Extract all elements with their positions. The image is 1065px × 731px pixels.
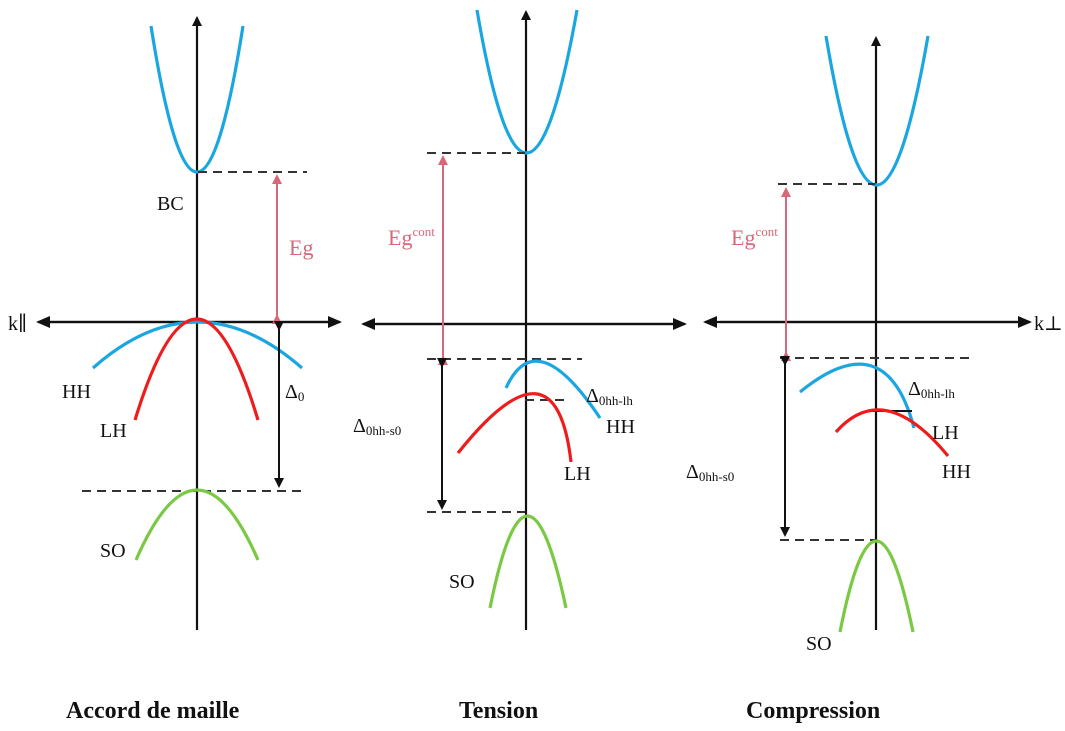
panel-compression: k⊥ Egcont Δ0hh-lh LH HH Δ0hh-s0 SO Compr… [686, 35, 1063, 724]
conduction-band-curve [824, 35, 930, 187]
conduction-band-curve [475, 9, 579, 155]
hh-label: HH [62, 381, 91, 403]
caption-compression: Compression [746, 698, 880, 724]
so-band-curve [488, 514, 568, 609]
eg-cont-label: Egcont [388, 224, 435, 250]
hh-band-curve [798, 362, 916, 429]
so-label: SO [449, 571, 475, 593]
delta0-label: Δ0 [285, 381, 304, 404]
lh-label: LH [932, 422, 959, 444]
conduction-band-curve [149, 25, 245, 174]
lh-band-curve [834, 408, 950, 458]
panel-lattice-matched: k∥ BC Eg HH LH Δ0 SO Accord de maille [8, 16, 342, 724]
delta-hh-lh-label: Δ0hh-lh [586, 385, 633, 408]
caption-accord-de-maille: Accord de maille [66, 698, 240, 724]
so-label: SO [100, 540, 126, 562]
so-band-curve [134, 488, 260, 561]
so-label: SO [806, 633, 832, 655]
hh-band-curve [504, 359, 602, 419]
lh-label: LH [564, 463, 591, 485]
delta-hh-so-label: Δ0hh-s0 [686, 461, 734, 484]
eg-label: Eg [289, 235, 313, 260]
lh-band-curve [456, 392, 573, 463]
hh-label: HH [606, 416, 635, 438]
lh-band-curve [133, 317, 260, 421]
lh-label: LH [100, 420, 127, 442]
bc-label: BC [157, 193, 184, 215]
delta-hh-lh-label: Δ0hh-lh [908, 378, 955, 401]
panel-tension: Egcont Δ0hh-lh HH LH Δ0hh-s0 SO Tension [353, 9, 687, 724]
k-parallel-label: k∥ [8, 313, 27, 335]
k-perp-label: k⊥ [1034, 313, 1063, 335]
delta-hh-so-label: Δ0hh-s0 [353, 415, 401, 438]
caption-tension: Tension [459, 698, 538, 724]
so-band-curve [838, 539, 915, 633]
hh-label: HH [942, 461, 971, 483]
eg-cont-label: Egcont [731, 224, 778, 250]
